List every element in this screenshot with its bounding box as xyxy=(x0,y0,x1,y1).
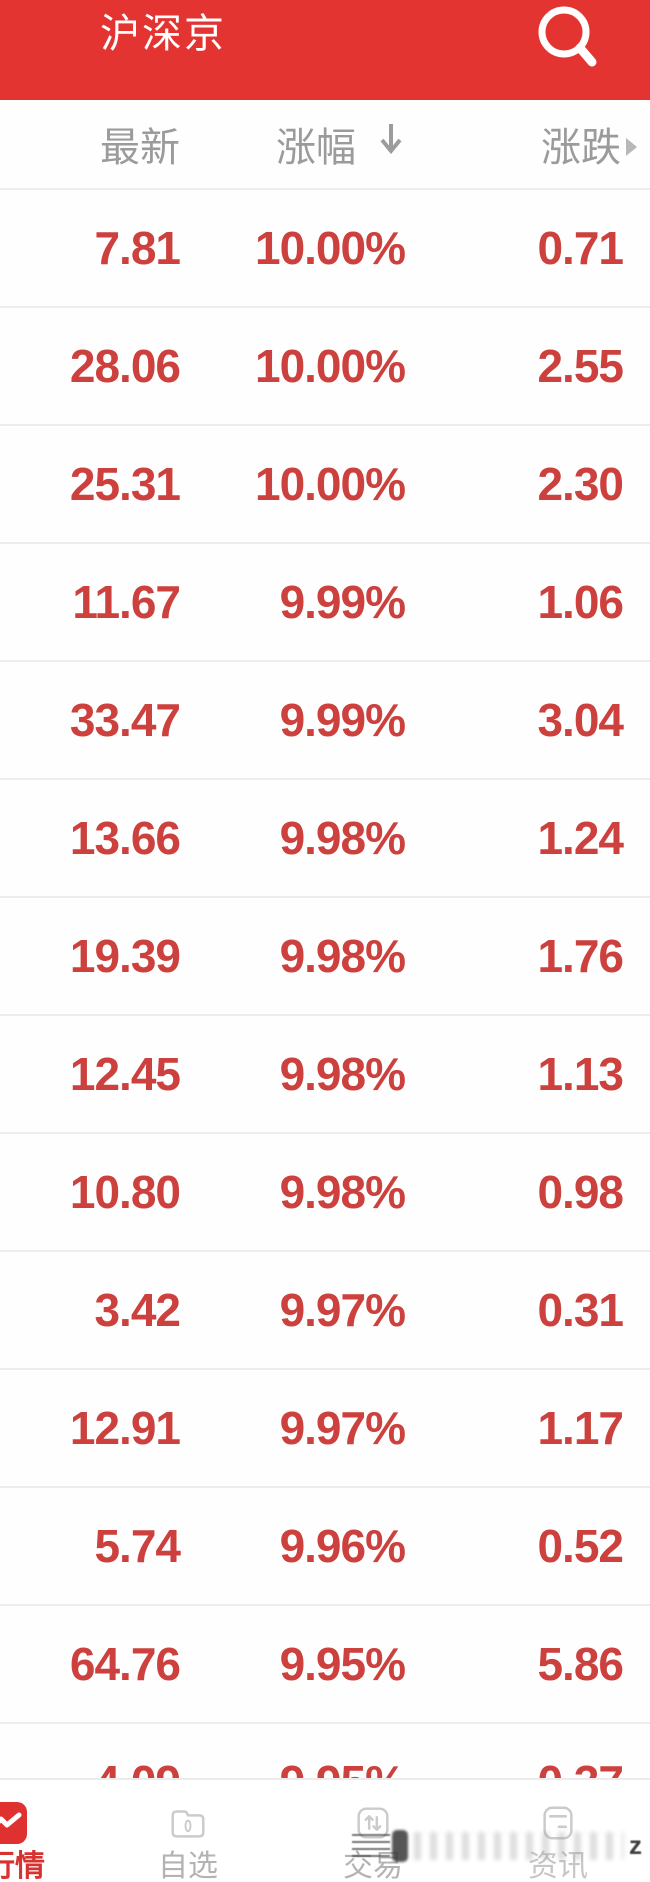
latest-price: 28.06 xyxy=(69,340,181,392)
table-row[interactable]: 7.81 10.00% 0.71 xyxy=(0,190,650,308)
market-tab-title: 沪深京 xyxy=(100,12,226,56)
latest-price: 5.74 xyxy=(94,1520,181,1572)
app-header: 沪深京 xyxy=(0,0,650,100)
quotes-chart-icon xyxy=(0,1802,27,1844)
change-amount: 0.31 xyxy=(537,1284,624,1336)
change-amount: 2.30 xyxy=(537,458,624,510)
tab-quotes[interactable]: 行情 xyxy=(0,1780,66,1882)
table-row[interactable]: 12.91 9.97% 1.17 xyxy=(0,1370,650,1488)
change-percent: 9.98% xyxy=(279,812,406,864)
change-percent: 9.98% xyxy=(279,930,406,982)
column-change-amount[interactable]: 涨跌 xyxy=(541,115,638,173)
change-amount: 1.06 xyxy=(537,576,624,628)
change-percent: 9.99% xyxy=(279,576,406,628)
table-row[interactable]: 28.06 10.00% 2.55 xyxy=(0,308,650,426)
table-row[interactable]: 13.66 9.98% 1.24 xyxy=(0,780,650,898)
trade-arrows-icon xyxy=(352,1802,394,1844)
latest-price: 33.47 xyxy=(69,694,181,746)
change-amount: 1.24 xyxy=(537,812,624,864)
change-percent: 9.99% xyxy=(279,694,406,746)
tab-news-label: 资讯 xyxy=(528,1850,588,1882)
latest-price: 13.66 xyxy=(69,812,181,864)
change-percent: 10.00% xyxy=(254,458,406,510)
change-percent: 9.95% xyxy=(279,1638,406,1690)
tab-news[interactable]: 资讯 xyxy=(498,1780,618,1882)
change-amount: 1.13 xyxy=(537,1048,624,1100)
tab-watchlist[interactable]: 自选 xyxy=(128,1780,248,1882)
change-amount: 5.86 xyxy=(537,1638,624,1690)
stock-list: 7.81 10.00% 0.71 28.06 10.00% 2.55 25.31… xyxy=(0,190,650,1842)
change-percent: 9.97% xyxy=(279,1284,406,1336)
sort-desc-arrow-icon xyxy=(380,121,402,167)
column-change-amount-label: 涨跌 xyxy=(541,126,621,170)
bottom-tab-bar: 行情 自选 交易 xyxy=(0,1778,650,1882)
table-row[interactable]: 64.76 9.95% 5.86 xyxy=(0,1606,650,1724)
change-percent: 9.98% xyxy=(279,1166,406,1218)
tab-watchlist-label: 自选 xyxy=(158,1850,218,1882)
table-row[interactable]: 5.74 9.96% 0.52 xyxy=(0,1488,650,1606)
change-percent: 9.98% xyxy=(279,1048,406,1100)
column-latest[interactable]: 最新 xyxy=(100,115,180,173)
table-row[interactable]: 11.67 9.99% 1.06 xyxy=(0,544,650,662)
search-button[interactable] xyxy=(534,2,606,74)
latest-price: 10.80 xyxy=(69,1166,181,1218)
change-percent: 10.00% xyxy=(254,222,406,274)
column-latest-label: 最新 xyxy=(100,126,180,170)
latest-price: 19.39 xyxy=(69,930,181,982)
change-percent: 10.00% xyxy=(254,340,406,392)
change-percent: 9.96% xyxy=(279,1520,406,1572)
table-row[interactable]: 3.42 9.97% 0.31 xyxy=(0,1252,650,1370)
tab-trade[interactable]: 交易 xyxy=(313,1780,433,1882)
change-percent: 9.97% xyxy=(279,1402,406,1454)
change-amount: 3.04 xyxy=(537,694,624,746)
change-amount: 1.17 xyxy=(537,1402,624,1454)
news-icon xyxy=(537,1802,579,1844)
latest-price: 12.45 xyxy=(69,1048,181,1100)
table-column-header: 最新 涨幅 涨跌 xyxy=(0,100,650,190)
latest-price: 7.81 xyxy=(94,222,181,274)
change-amount: 0.98 xyxy=(537,1166,624,1218)
table-row[interactable]: 33.47 9.99% 3.04 xyxy=(0,662,650,780)
column-change-percent-label: 涨幅 xyxy=(276,126,356,170)
latest-price: 12.91 xyxy=(69,1402,181,1454)
watchlist-folder-icon xyxy=(167,1802,209,1844)
search-icon xyxy=(538,6,597,67)
tab-quotes-label: 行情 xyxy=(0,1850,45,1882)
table-row[interactable]: 25.31 10.00% 2.30 xyxy=(0,426,650,544)
change-amount: 2.55 xyxy=(537,340,624,392)
tab-trade-label: 交易 xyxy=(343,1850,403,1882)
latest-price: 3.42 xyxy=(94,1284,181,1336)
change-amount: 0.52 xyxy=(537,1520,624,1572)
table-row[interactable]: 12.45 9.98% 1.13 xyxy=(0,1016,650,1134)
table-row[interactable]: 19.39 9.98% 1.76 xyxy=(0,898,650,1016)
latest-price: 25.31 xyxy=(69,458,181,510)
chevron-right-icon xyxy=(625,122,638,167)
change-amount: 0.71 xyxy=(537,222,624,274)
table-row[interactable]: 10.80 9.98% 0.98 xyxy=(0,1134,650,1252)
column-change-percent[interactable]: 涨幅 xyxy=(276,115,402,173)
latest-price: 64.76 xyxy=(69,1638,181,1690)
latest-price: 11.67 xyxy=(72,576,181,628)
change-amount: 1.76 xyxy=(537,930,624,982)
